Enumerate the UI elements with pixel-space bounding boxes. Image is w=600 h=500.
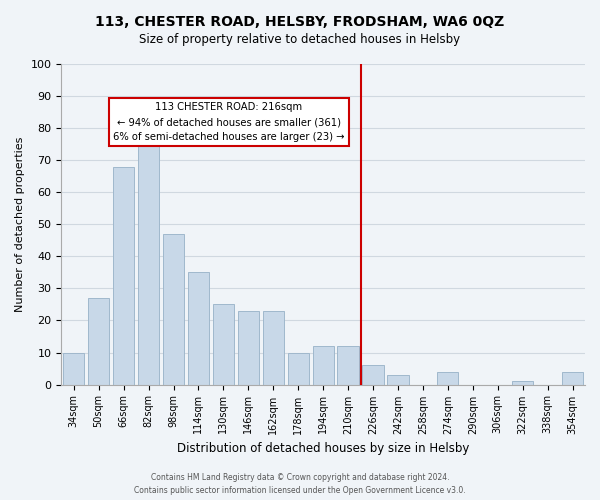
Bar bbox=[213, 304, 234, 384]
Bar bbox=[512, 382, 533, 384]
Bar bbox=[337, 346, 359, 385]
Bar bbox=[437, 372, 458, 384]
Bar bbox=[263, 311, 284, 384]
Bar bbox=[562, 372, 583, 384]
Text: 113 CHESTER ROAD: 216sqm
← 94% of detached houses are smaller (361)
6% of semi-d: 113 CHESTER ROAD: 216sqm ← 94% of detach… bbox=[113, 102, 344, 142]
Bar bbox=[313, 346, 334, 385]
Bar bbox=[163, 234, 184, 384]
Text: 113, CHESTER ROAD, HELSBY, FRODSHAM, WA6 0QZ: 113, CHESTER ROAD, HELSBY, FRODSHAM, WA6… bbox=[95, 15, 505, 29]
Y-axis label: Number of detached properties: Number of detached properties bbox=[15, 136, 25, 312]
Bar bbox=[63, 352, 85, 384]
Bar bbox=[238, 311, 259, 384]
Bar bbox=[362, 366, 383, 384]
Bar bbox=[138, 134, 159, 384]
Bar bbox=[88, 298, 109, 384]
Bar bbox=[188, 272, 209, 384]
Bar bbox=[388, 375, 409, 384]
X-axis label: Distribution of detached houses by size in Helsby: Distribution of detached houses by size … bbox=[177, 442, 469, 455]
Text: Size of property relative to detached houses in Helsby: Size of property relative to detached ho… bbox=[139, 32, 461, 46]
Bar bbox=[287, 352, 309, 384]
Text: Contains HM Land Registry data © Crown copyright and database right 2024.
Contai: Contains HM Land Registry data © Crown c… bbox=[134, 474, 466, 495]
Bar bbox=[113, 166, 134, 384]
